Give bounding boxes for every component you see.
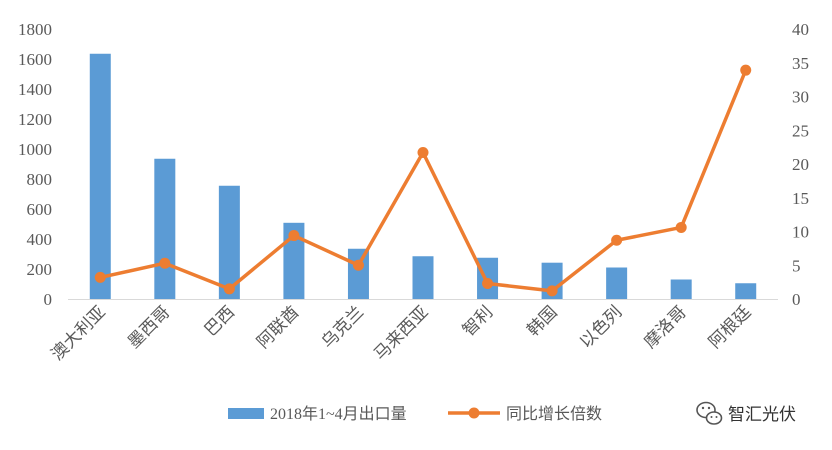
left-axis: 0 200 400 600 800 1000 1200 1400 1600 1800 [18,20,52,309]
bar [606,267,628,299]
bar [735,283,757,299]
bar [347,248,369,299]
line-series [94,64,752,297]
left-tick-label: 400 [27,230,53,249]
right-tick-label: 15 [792,189,809,208]
line-point [611,234,623,246]
right-tick-label: 10 [792,223,809,242]
category-label: 马来西亚 [370,302,432,364]
left-tick-label: 800 [27,170,53,189]
category-label: 巴西 [201,302,239,340]
category-label: 乌克兰 [318,302,368,352]
left-tick-label: 0 [44,290,53,309]
left-tick-label: 1800 [18,20,52,39]
legend: 2018年1~4月出口量 同比增长倍数 [228,405,602,423]
line-point [740,64,752,76]
line-point [288,230,300,242]
wechat-icon [696,401,723,425]
watermark: 智汇光伏 [696,401,796,425]
legend-line-marker [468,407,480,419]
left-tick-label: 200 [27,260,53,279]
right-axis: 0 5 10 15 20 25 30 35 40 [792,20,809,309]
category-label: 智利 [459,302,497,340]
legend-bar-label: 2018年1~4月出口量 [270,405,407,423]
line-point [159,257,171,269]
category-label: 阿根廷 [705,302,755,352]
watermark-text: 智汇光伏 [728,405,796,425]
line-point [94,271,106,283]
bar [154,158,176,299]
left-tick-label: 600 [27,200,53,219]
line-point [675,221,687,233]
left-tick-label: 1000 [18,140,52,159]
line-point [482,277,494,289]
category-label: 摩洛哥 [641,302,691,352]
legend-bar-swatch [228,408,264,419]
bar [218,185,240,299]
left-tick-label: 1600 [18,50,52,69]
line-point [546,285,558,297]
line-point [352,259,364,271]
category-label: 以色列 [576,302,626,352]
bar [412,256,434,299]
right-tick-label: 40 [792,20,809,39]
left-tick-label: 1200 [18,110,52,129]
category-label: 阿联酋 [253,302,303,352]
category-labels: 澳大利亚 墨西哥 巴西 阿联酋 乌克兰 马来西亚 智利 韩国 以色列 摩洛哥 阿根廷 [48,302,756,364]
category-label: 韩国 [523,302,561,340]
category-label: 澳大利亚 [48,302,110,364]
bar [670,279,692,299]
left-tick-label: 1400 [18,80,52,99]
line-point [223,283,235,295]
category-label: 墨西哥 [124,302,174,352]
bar [89,53,111,299]
bar-series [89,53,757,299]
right-tick-label: 0 [792,290,801,309]
right-tick-label: 25 [792,121,809,140]
right-tick-label: 20 [792,155,809,174]
legend-line-label: 同比增长倍数 [506,405,602,423]
line-point [417,147,429,159]
right-tick-label: 30 [792,88,809,107]
right-tick-label: 35 [792,54,809,73]
right-tick-label: 5 [792,256,801,275]
